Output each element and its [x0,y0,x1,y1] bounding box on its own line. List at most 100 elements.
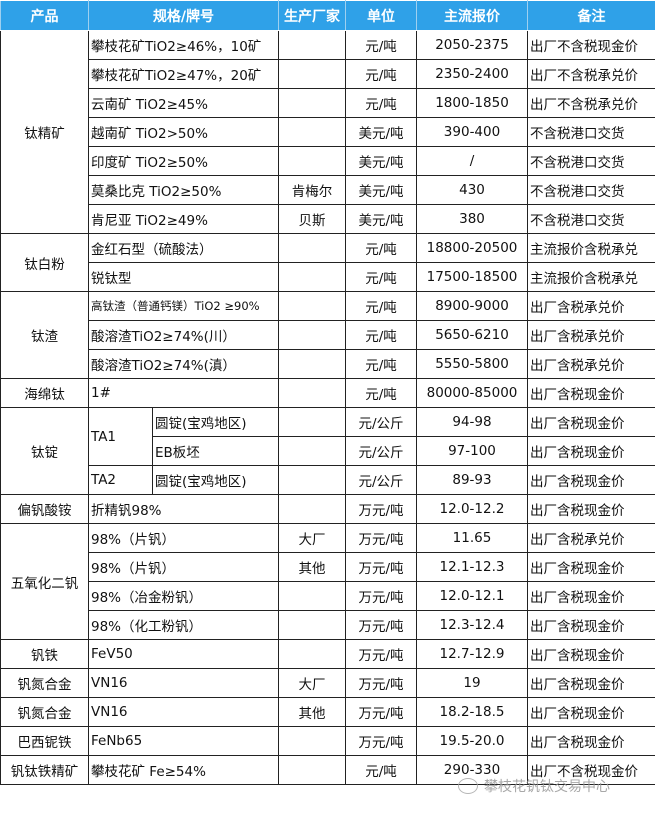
unit-cell: 元/吨 [345,320,417,350]
maker-cell [278,581,346,611]
unit-cell: 元/公斤 [345,436,417,466]
product-cell: 钛渣 [0,291,89,379]
spec-cell: FeV50 [88,639,279,669]
table-row: 钒钛铁精矿 攀枝花矿 Fe≥54% 元/吨 290-330 出厂不含税现金价 [0,755,655,785]
grade-cell: TA1 [88,407,153,466]
table-row: 钛锭 TA1 圆锭(宝鸡地区) 元/公斤 94-98 出厂含税现金价 [0,407,655,495]
spec-cell: 折精钒98% [88,494,279,524]
header-maker: 生产厂家 [278,0,346,31]
product-cell: 巴西铌铁 [0,726,89,756]
note-cell: 出厂含税现金价 [527,407,655,437]
note-cell: 主流报价含税承兑 [527,233,655,263]
price-cell: 19 [416,668,528,698]
maker-cell [278,726,346,756]
maker-cell: 其他 [278,697,346,727]
maker-cell: 大厂 [278,668,346,698]
price-cell: 12.0-12.2 [416,494,528,524]
price-cell: / [416,146,528,176]
price-cell: 2350-2400 [416,59,528,89]
unit-cell: 元/吨 [345,233,417,263]
note-cell: 不含税港口交货 [527,117,655,147]
maker-cell [278,407,346,437]
table-row: 五氧化二钒 98%（片钒） 大厂 万元/吨 11.65 出厂含税承兑价 [0,523,655,640]
unit-cell: 万元/吨 [345,726,417,756]
maker-cell: 其他 [278,552,346,582]
table-row: 钛精矿 攀枝花矿TiO2≥46%，10矿 元/吨 2050-2375 出厂不含税现金价 [0,30,655,234]
maker-cell [278,59,346,89]
note-cell: 出厂含税现金价 [527,494,655,524]
note-cell: 不含税港口交货 [527,146,655,176]
price-cell: 12.1-12.3 [416,552,528,582]
price-cell: 5650-6210 [416,320,528,350]
note-cell: 出厂含税承兑价 [527,523,655,553]
product-cell: 钒铁 [0,639,89,669]
maker-cell [278,378,346,408]
spec-cell: 酸溶渣TiO2≥74%(滇） [88,349,279,379]
maker-cell [278,755,346,785]
price-cell: 17500-18500 [416,262,528,292]
table-row: 肯尼亚 TiO2≥49% 贝斯 美元/吨 380 不含税港口交货 [1,204,655,234]
unit-cell: 万元/吨 [345,697,417,727]
maker-cell [278,465,346,495]
table-row: 酸溶渣TiO2≥74%(川） 元/吨 5650-6210 出厂含税承兑价 [1,320,655,350]
unit-cell: 万元/吨 [345,581,417,611]
unit-cell: 元/公斤 [345,465,417,495]
table-row: TA2 圆锭(宝鸡地区) 元/公斤 89-93 出厂含税现金价 [1,465,655,495]
watermark: 攀枝花钒钛交易中心 [458,776,610,796]
note-cell: 不含税港口交货 [527,204,655,234]
spec-cell: 云南矿 TiO2≥45% [88,88,279,118]
maker-cell [278,88,346,118]
spec-cell: 锐钛型 [88,262,279,292]
product-cell: 海绵钛 [0,378,89,408]
unit-cell: 美元/吨 [345,117,417,147]
product-cell: 偏钒酸铵 [0,494,89,524]
price-cell: 18.2-18.5 [416,697,528,727]
table-row: 钛渣 高钛渣（普通钙镁）TiO2 ≥90% 元/吨 8900-9000 出厂含税承兑价 [0,291,655,379]
product-cell: 钛精矿 [0,30,89,234]
maker-cell: 大厂 [278,523,346,553]
note-cell: 不含税港口交货 [527,175,655,205]
maker-cell [278,436,346,466]
note-cell: 出厂含税承兑价 [527,320,655,350]
price-cell: 2050-2375 [416,30,528,60]
note-cell: 出厂含税现金价 [527,436,655,466]
maker-cell: 肯梅尔 [278,175,346,205]
note-cell: 出厂含税现金价 [527,697,655,727]
spec-cell: EB板坯 [152,436,279,466]
header-spec: 规格/牌号 [88,0,279,31]
price-cell: 97-100 [416,436,528,466]
spec-cell: 1# [88,378,279,408]
maker-cell [278,494,346,524]
header-price: 主流报价 [416,0,528,31]
price-cell: 380 [416,204,528,234]
spec-cell: 98%（冶金粉钒） [88,581,279,611]
spec-cell: 金红石型（硫酸法） [88,233,279,263]
price-cell: 12.0-12.1 [416,581,528,611]
maker-cell [278,291,346,321]
spec-cell: 攀枝花矿TiO2≥47%，20矿 [88,59,279,89]
price-cell: 430 [416,175,528,205]
maker-cell [278,262,346,292]
header-note: 备注 [527,0,655,31]
note-cell: 出厂含税现金价 [527,610,655,640]
maker-cell [278,349,346,379]
price-cell: 8900-9000 [416,291,528,321]
table-row: 偏钒酸铵 折精钒98% 万元/吨 12.0-12.2 出厂含税现金价 [0,494,655,524]
spec-cell: VN16 [88,668,279,698]
unit-cell: 元/吨 [345,88,417,118]
price-cell: 5550-5800 [416,349,528,379]
unit-cell: 万元/吨 [345,523,417,553]
price-cell: 11.65 [416,523,528,553]
header-product: 产品 [0,0,89,31]
table-row: 钒铁 FeV50 万元/吨 12.7-12.9 出厂含税现金价 [0,639,655,669]
table-body: 钛精矿 攀枝花矿TiO2≥46%，10矿 元/吨 2050-2375 出厂不含税现金价攀… [0,30,655,785]
watermark-text: 攀枝花钒钛交易中心 [484,779,610,795]
price-cell: 94-98 [416,407,528,437]
table-row: 莫桑比克 TiO2≥50% 肯梅尔 美元/吨 430 不含税港口交货 [1,175,655,205]
product-cell: 五氧化二钒 [0,523,89,640]
unit-cell: 元/吨 [345,59,417,89]
table-row: 海绵钛 1# 元/吨 80000-85000 出厂含税现金价 [0,378,655,408]
table-row: 钛白粉 金红石型（硫酸法） 元/吨 18800-20500 主流报价含税承兑 [0,233,655,292]
price-cell: 19.5-20.0 [416,726,528,756]
spec-cell: 攀枝花矿 Fe≥54% [88,755,279,785]
